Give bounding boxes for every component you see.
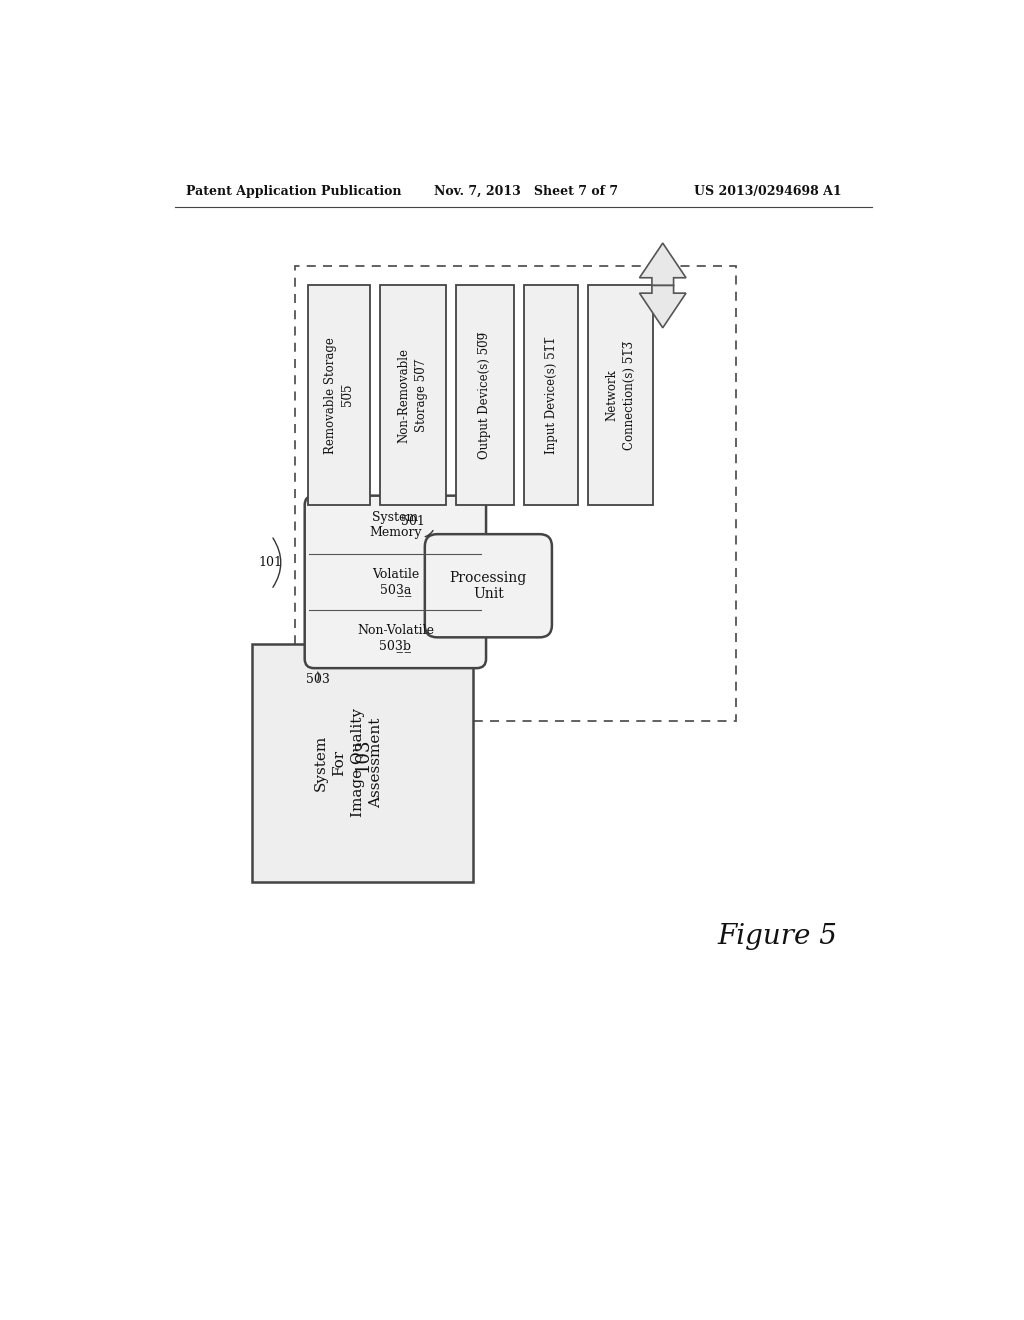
Text: Patent Application Publication: Patent Application Publication [186, 185, 401, 198]
Text: 103: 103 [353, 738, 372, 772]
Text: 501: 501 [401, 515, 425, 528]
Text: Volatile
503̲a̲: Volatile 503̲a̲ [372, 568, 419, 595]
Bar [295, 267, 736, 721]
Text: Non-Volatile
503̲b̲: Non-Volatile 503̲b̲ [357, 624, 434, 652]
Text: Figure 5: Figure 5 [717, 923, 837, 949]
Text: 503: 503 [306, 673, 330, 686]
Text: Processing
Unit: Processing Unit [450, 570, 527, 601]
Polygon shape [640, 243, 686, 285]
Text: Output Device(s) 5̅0̅9̅: Output Device(s) 5̅0̅9̅ [478, 331, 492, 459]
Text: System
For
Image Quality
Assessment: System For Image Quality Assessment [314, 709, 383, 817]
Polygon shape [640, 285, 686, 327]
Bar [308, 285, 370, 506]
Text: Non-Removable
Storage 5̅0̅7̅: Non-Removable Storage 5̅0̅7̅ [397, 347, 428, 442]
FancyBboxPatch shape [305, 496, 486, 668]
Text: Removable Storage
5̅0̅5̅: Removable Storage 5̅0̅5̅ [324, 337, 354, 454]
Bar [588, 285, 653, 506]
Bar [252, 644, 473, 882]
Bar [456, 285, 514, 506]
Text: 101: 101 [258, 556, 283, 569]
Bar [524, 285, 579, 506]
Text: Input Device(s) 5̅1̅1̅: Input Device(s) 5̅1̅1̅ [545, 337, 558, 454]
Text: Network
Connection(s) 5̅1̅3̅: Network Connection(s) 5̅1̅3̅ [605, 341, 636, 450]
Text: US 2013/0294698 A1: US 2013/0294698 A1 [693, 185, 842, 198]
FancyBboxPatch shape [425, 535, 552, 638]
Text: Nov. 7, 2013   Sheet 7 of 7: Nov. 7, 2013 Sheet 7 of 7 [434, 185, 618, 198]
Bar [380, 285, 445, 506]
Text: System
Memory: System Memory [369, 511, 422, 540]
